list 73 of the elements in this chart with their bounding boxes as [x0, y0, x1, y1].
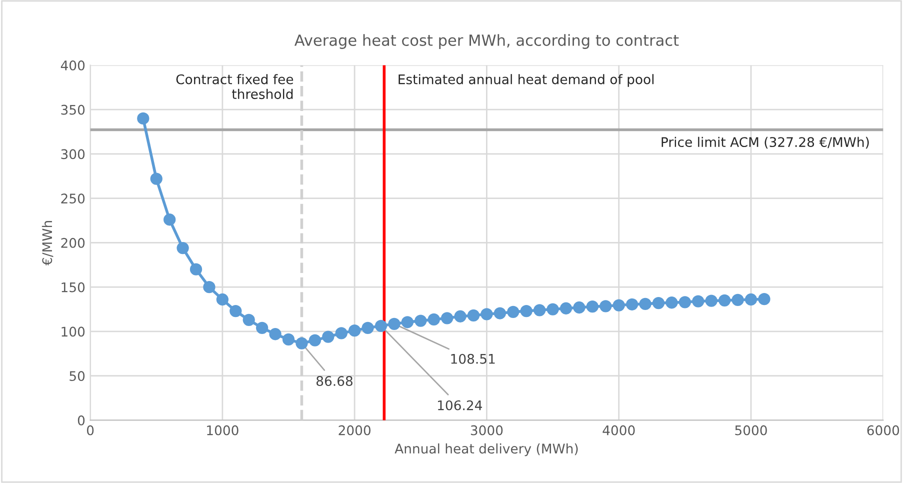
point	[454, 310, 466, 322]
point	[282, 333, 295, 346]
point	[441, 312, 454, 324]
point	[137, 112, 150, 125]
x-tick-label: 3000	[470, 425, 503, 436]
point	[401, 316, 414, 328]
ref-line-label: Contract fixed fee threshold	[176, 74, 294, 100]
chart-title: Average heat cost per MWh, according to contract	[294, 34, 679, 49]
point	[428, 313, 440, 326]
point	[600, 300, 612, 312]
point	[520, 304, 532, 318]
x-tick-label: 5000	[735, 425, 767, 436]
point	[744, 293, 758, 306]
point	[652, 296, 665, 310]
y-tick-label: 150	[62, 282, 85, 292]
y-tick-label: 400	[60, 60, 85, 70]
point	[692, 295, 704, 308]
point	[388, 318, 400, 330]
annotation: 86.68	[316, 376, 352, 386]
point	[732, 294, 744, 306]
point	[348, 324, 361, 337]
point	[216, 293, 229, 306]
ref-line-label: Estimated annual heat demand of pool	[398, 74, 654, 87]
point	[533, 304, 546, 316]
point	[362, 322, 374, 334]
y-tick-label: 250	[61, 194, 85, 204]
x-tick-label: 6000	[867, 425, 900, 436]
point	[705, 294, 718, 307]
point	[335, 327, 348, 340]
point	[230, 304, 242, 318]
x-tick-label: 2000	[338, 425, 370, 436]
y-axis-title: €/MWh	[42, 221, 54, 266]
y-tick-label: 50	[70, 371, 85, 382]
point	[203, 281, 216, 294]
point	[414, 314, 427, 327]
x-tick-label: 4000	[602, 425, 635, 436]
point	[586, 300, 599, 313]
y-tick-label: 350	[61, 104, 85, 115]
ref-line-label: Price limit ACM (327.28 €/MWh)	[662, 136, 869, 149]
point	[374, 320, 388, 332]
point	[480, 308, 493, 320]
point	[322, 330, 334, 343]
annotation: 106.24	[438, 400, 482, 410]
x-tick-label: 0	[86, 425, 94, 436]
point	[573, 301, 586, 314]
point	[256, 322, 268, 334]
point	[164, 214, 176, 226]
point	[494, 307, 506, 320]
point	[758, 292, 770, 306]
x-tick-label: 1000	[207, 425, 238, 436]
point	[242, 314, 255, 326]
point	[612, 299, 625, 312]
point	[666, 296, 678, 309]
point	[176, 242, 189, 254]
point	[718, 294, 731, 306]
point	[190, 263, 202, 276]
annotation: 108.51	[451, 354, 495, 364]
point	[639, 298, 652, 310]
point	[308, 334, 322, 346]
point	[546, 303, 559, 316]
point	[269, 328, 282, 340]
point	[296, 337, 308, 350]
y-tick-label: 300	[61, 149, 85, 160]
point	[560, 302, 572, 314]
point	[467, 309, 480, 322]
y-tick-label: 200	[61, 238, 85, 248]
point	[626, 298, 638, 310]
y-tick-label: 100	[62, 326, 85, 337]
point	[150, 172, 162, 185]
y-tick-label: 0	[78, 415, 85, 426]
point	[507, 306, 520, 318]
point	[678, 296, 691, 308]
x-axis-title: Annual heat delivery (MWh)	[394, 443, 578, 456]
